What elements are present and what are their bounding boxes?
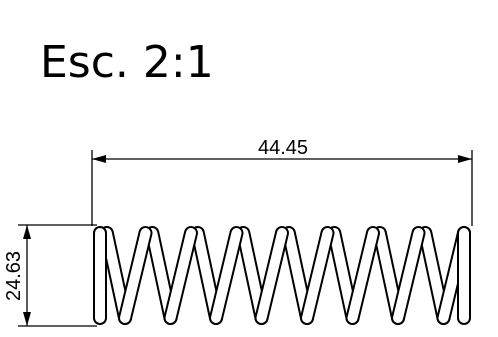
spring-coil-front-3-fill bbox=[211, 228, 242, 323]
spring-coil-front-6-fill bbox=[347, 228, 378, 323]
spring-coil-front-4-fill bbox=[256, 228, 287, 323]
spring-coil-front-2-fill bbox=[165, 228, 196, 323]
length-arrow-right bbox=[458, 155, 472, 163]
scale-label: Esc. 2:1 bbox=[40, 37, 214, 88]
spring-coil-front-5 bbox=[300, 226, 335, 325]
diameter-arrow-top bbox=[23, 225, 31, 239]
spring-coil-front-2 bbox=[163, 226, 198, 325]
spring-coil-front-5-fill bbox=[302, 228, 333, 323]
spring-coil-front-6 bbox=[345, 226, 380, 325]
spring-coil-front-3 bbox=[209, 226, 244, 325]
length-dimension bbox=[91, 150, 473, 226]
diameter-dimension-value: 24.63 bbox=[3, 251, 25, 301]
spring-coil-front-4 bbox=[254, 226, 289, 325]
diameter-dimension bbox=[18, 224, 97, 327]
length-dimension-value: 44.45 bbox=[258, 137, 308, 159]
spring-coil-front-7-fill bbox=[393, 228, 424, 323]
spring-coil-front-1 bbox=[118, 226, 153, 325]
spring-coil-front-7 bbox=[391, 226, 426, 325]
spring-coils bbox=[93, 226, 471, 325]
length-arrow-left bbox=[92, 155, 106, 163]
diameter-arrow-bottom bbox=[23, 312, 31, 326]
spring-coil-front-1-fill bbox=[120, 228, 151, 323]
